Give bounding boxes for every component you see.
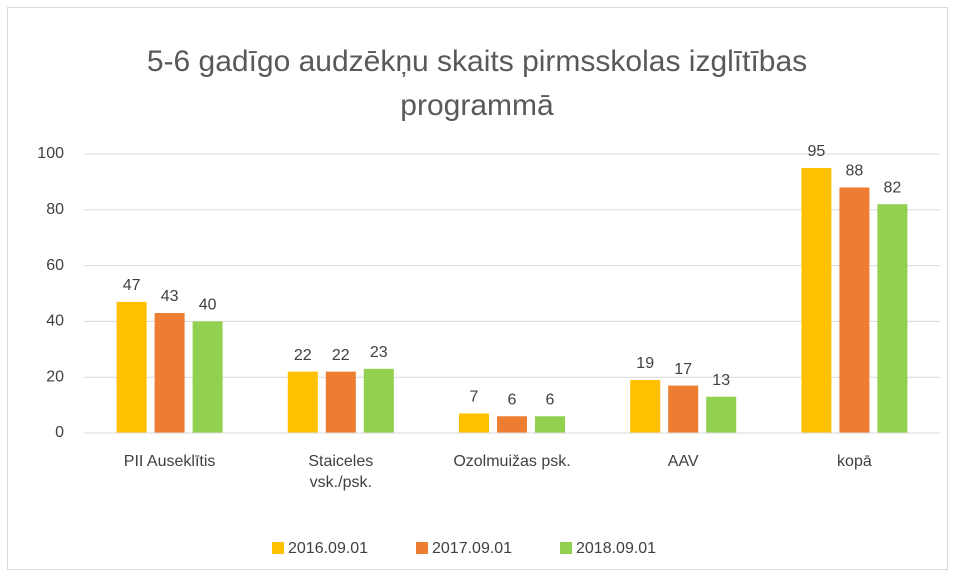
bar [630,379,661,433]
bar [116,301,147,433]
y-tick-label: 80 [46,201,64,218]
legend-swatch [560,542,572,554]
bar [668,385,699,433]
bar [363,368,394,433]
data-label: 47 [123,277,141,294]
chart-border [7,7,948,570]
x-tick-label: AAV [667,453,699,470]
x-tick-label: PII Auseklītis [123,453,216,470]
data-label: 23 [370,344,388,361]
y-tick-label: 0 [55,424,64,441]
data-label: 88 [846,163,864,180]
bar [535,416,565,433]
bar [801,167,832,433]
bar [287,371,318,433]
x-tick-label: Ozolmuižas psk. [453,453,571,470]
data-label: 6 [508,391,517,408]
y-tick-label: 100 [37,145,64,162]
bar [839,187,870,433]
bar [706,396,737,433]
data-label: 7 [470,389,479,406]
bar [497,416,527,433]
data-label: 22 [294,347,312,364]
legend-swatch [272,542,284,554]
legend-label: 2018.09.01 [576,540,656,557]
data-label: 17 [674,361,692,378]
legend-swatch [416,542,428,554]
data-label: 22 [332,347,350,364]
bar [459,413,489,433]
data-label: 19 [636,355,654,372]
y-tick-label: 20 [46,368,64,385]
legend-label: 2016.09.01 [288,540,368,557]
data-label: 95 [808,143,826,160]
data-label: 6 [546,391,555,408]
data-label: 13 [712,372,730,389]
data-label: 40 [199,297,217,314]
y-tick-label: 60 [46,257,64,274]
x-tick-label: kopā [837,453,872,470]
chart-title: 5-6 gadīgo audzēkņu skaits pirmsskolas i… [146,45,808,122]
x-tick-label: Staiceles vsk./psk. [308,453,374,491]
data-label: 82 [884,179,902,196]
bar [192,321,223,433]
data-label: 43 [161,288,179,305]
bar [877,204,908,433]
bar [325,371,356,433]
bar [154,313,185,433]
y-tick-label: 40 [46,313,64,330]
legend-label: 2017.09.01 [432,540,512,557]
